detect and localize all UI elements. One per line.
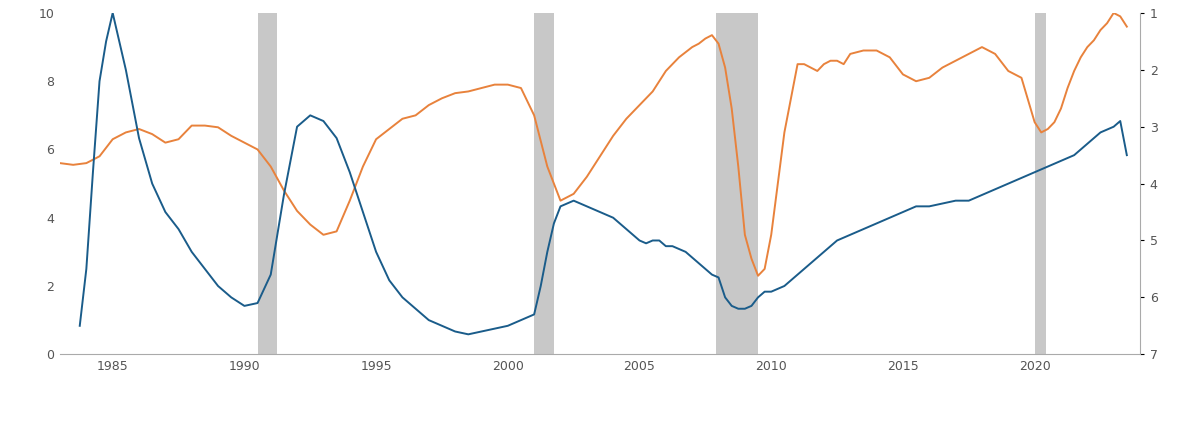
Bar: [1034, 13, 1045, 354]
Bar: [258, 13, 277, 354]
Legend: Net profit margin (left side), Employment Cost Index (inverted; right side), Rec: Net profit margin (left side), Employmen…: [169, 427, 858, 432]
Bar: [534, 13, 554, 354]
Bar: [716, 13, 758, 354]
